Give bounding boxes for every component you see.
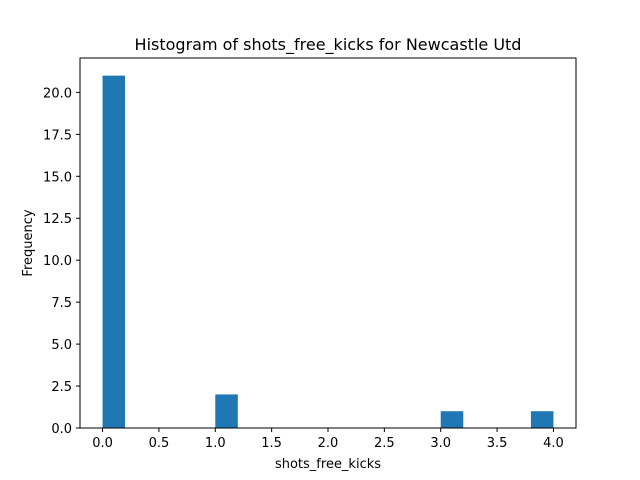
- histogram-bar-2: [440, 411, 464, 428]
- histogram-bar-0: [102, 75, 126, 428]
- y-tick-label: 17.5: [43, 128, 72, 143]
- x-tick-label: 0.5: [149, 436, 170, 451]
- x-tick-label: 1.0: [205, 436, 226, 451]
- x-axis-ticks: 0.0 0.5 1.0 1.5 2.0 2.5 3.0 3.5 4.0: [92, 428, 564, 451]
- x-tick-label: 2.5: [374, 436, 395, 451]
- x-tick-label: 0.0: [92, 436, 113, 451]
- x-tick-label: 2.0: [318, 436, 339, 451]
- histogram-bar-1: [215, 394, 238, 428]
- x-axis-label: shots_free_kicks: [275, 457, 381, 472]
- y-tick-label: 20.0: [43, 86, 72, 101]
- y-tick-label: 7.5: [51, 296, 72, 311]
- y-axis-ticks: 0.0 2.5 5.0 7.5 10.0 12.5 15.0 17.5 20.0: [43, 86, 80, 437]
- x-tick-label: 1.5: [261, 436, 282, 451]
- chart-title: Histogram of shots_free_kicks for Newcas…: [135, 35, 522, 55]
- y-axis-label: Frequency: [21, 209, 36, 276]
- x-tick-label: 3.0: [430, 436, 451, 451]
- bars-group: [102, 75, 554, 428]
- y-tick-label: 5.0: [51, 338, 72, 353]
- y-tick-label: 12.5: [43, 212, 72, 227]
- x-tick-label: 4.0: [543, 436, 564, 451]
- x-tick-label: 3.5: [487, 436, 508, 451]
- y-tick-label: 15.0: [43, 170, 72, 185]
- plot-frame: [79, 57, 577, 429]
- histogram-bar-3: [530, 411, 554, 428]
- y-tick-label: 10.0: [43, 254, 72, 269]
- y-tick-label: 2.5: [51, 380, 72, 395]
- y-tick-label: 0.0: [51, 422, 72, 437]
